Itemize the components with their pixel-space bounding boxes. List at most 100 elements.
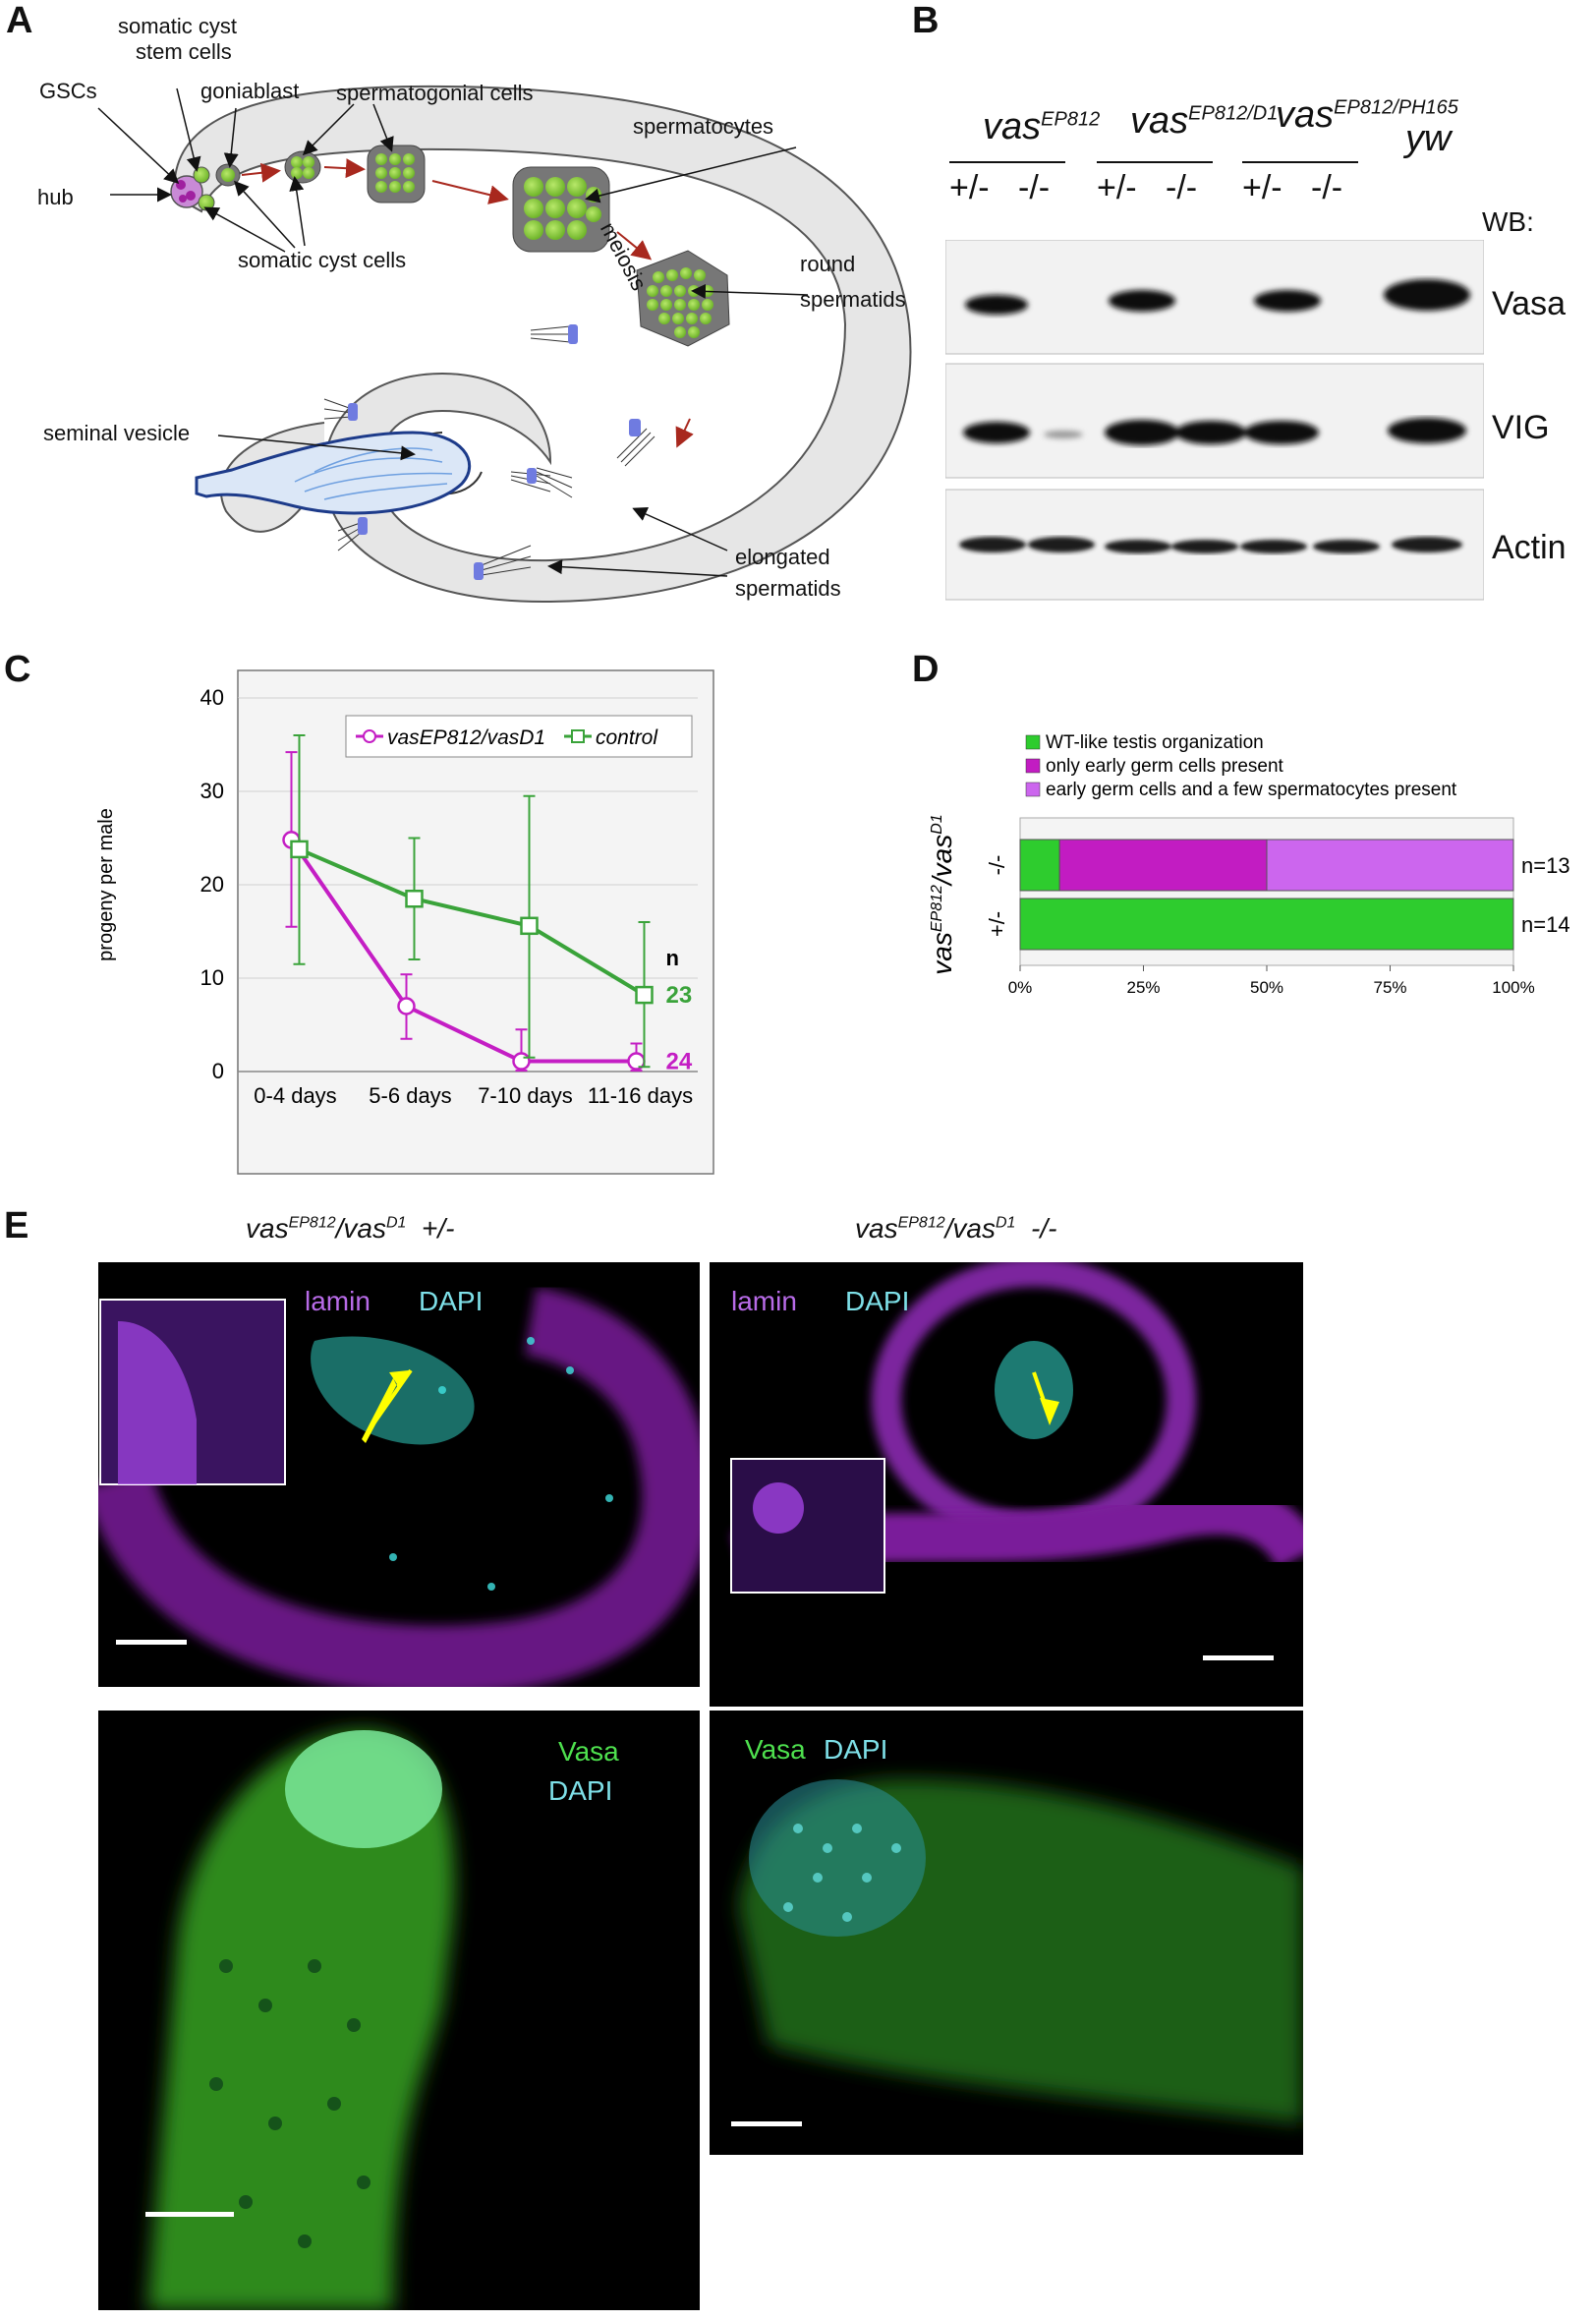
label-hub: hub	[37, 185, 74, 209]
bar-segment	[1058, 839, 1268, 892]
testis-outline	[173, 85, 912, 604]
panel-letter-d: D	[912, 649, 940, 690]
label-spermatogonial: spermatogonial cells	[336, 81, 534, 105]
stain-label-dapi-3: DAPI	[548, 1775, 613, 1806]
bar-segment	[1019, 898, 1514, 951]
lane-label-6: -/-	[1311, 169, 1343, 206]
label-elongated-2: spermatids	[735, 576, 841, 601]
x-tick-label: 0%	[1008, 978, 1033, 997]
progeny-line-chart: 0 10 20 30 40 0-4 days 5-6 days 7-10 days 11-16 …	[95, 669, 714, 1175]
x-tick-label: 5-6 days	[369, 1083, 451, 1108]
y-axis-label: progeny per male	[95, 808, 117, 961]
label-seminal-vesicle: seminal vesicle	[43, 421, 191, 445]
yw-label: yw	[1405, 118, 1452, 159]
legend-label: vasEP812/vasD1	[387, 726, 545, 749]
legend-marker	[363, 729, 376, 743]
label-round-2: spermatids	[800, 287, 906, 312]
stain-label-lamin-2: lamin	[731, 1286, 797, 1316]
data-point	[397, 997, 416, 1015]
data-point	[635, 985, 654, 1005]
micrograph-vasa-dapi-control: Vasa DAPI	[98, 1711, 700, 2310]
blot-headers: vasEP812 vasEP812/D1 vasEP812/PH165 yw +…	[943, 88, 1592, 246]
x-tick-label: 100%	[1492, 978, 1534, 997]
lane-label-4: -/-	[1166, 169, 1198, 206]
x-tick-label: 0-4 days	[254, 1083, 336, 1108]
series-line	[298, 847, 646, 997]
y-tick-label: 40	[200, 685, 224, 710]
y-tick-label: 0	[212, 1059, 224, 1083]
group-label-1: vasEP812	[983, 106, 1101, 147]
micrograph-lamin-dapi-control: lamin DAPI	[98, 1262, 700, 1687]
legend-swatch	[1025, 734, 1041, 750]
lane-label-1: +/-	[949, 169, 990, 206]
x-tick-label: 75%	[1373, 978, 1406, 997]
blot-label-actin: Actin	[1492, 529, 1567, 566]
n-label: n=13	[1521, 853, 1570, 878]
lane-label-3: +/-	[1097, 169, 1137, 206]
y-tick-label: 20	[200, 872, 224, 897]
label-elongated-1: elongated	[735, 545, 830, 569]
testis-stacked-bar-chart: WT-like testis organization only early ge…	[927, 732, 1570, 997]
stain-label-vasa-2: Vasa	[745, 1734, 806, 1765]
bar-segment	[1266, 839, 1514, 892]
label-somatic-cyst-cells: somatic cyst cells	[238, 248, 407, 272]
lane-label-2: -/-	[1018, 169, 1051, 206]
legend-swatch	[1025, 758, 1041, 774]
legend-marker	[571, 729, 585, 743]
panel-letter-e: E	[4, 1205, 29, 1247]
right-genotype-title: vasEP812/vasD1 -/-	[855, 1213, 1057, 1244]
n-header: n	[666, 946, 679, 970]
western-blots	[945, 240, 1484, 601]
n-value: 24	[666, 1049, 693, 1075]
n-label: n=14	[1521, 912, 1570, 937]
bar-segment	[1019, 839, 1060, 892]
series-line	[289, 839, 637, 1064]
legend-swatch	[1025, 782, 1041, 797]
n-value: 23	[666, 982, 693, 1009]
group-underline-2	[1097, 161, 1213, 163]
left-genotype-title: vasEP812/vasD1 +/-	[246, 1213, 455, 1244]
stain-label-vasa: Vasa	[558, 1736, 619, 1767]
legend-label: early germ cells and a few spermatocytes…	[1046, 780, 1457, 800]
group-label-2: vasEP812/D1	[1130, 100, 1279, 142]
data-point	[520, 916, 539, 936]
legend-box	[345, 715, 693, 758]
x-tick-label: 11-16 days	[588, 1083, 693, 1108]
label-round-1: round	[800, 252, 856, 276]
data-point	[405, 890, 424, 908]
category-label: +/-	[985, 911, 1009, 937]
micrograph-vasa-dapi-mutant: Vasa DAPI	[710, 1711, 1303, 2155]
panel-letter-b: B	[912, 0, 940, 41]
group-underline-1	[949, 161, 1065, 163]
panel-letter-c: C	[4, 649, 31, 690]
panel-letter-a: A	[6, 0, 33, 41]
label-spermatocytes: spermatocytes	[633, 114, 774, 139]
group-label-3: vasEP812/PH165	[1276, 94, 1458, 136]
x-tick-label: 50%	[1250, 978, 1283, 997]
lane-label-5: +/-	[1242, 169, 1282, 206]
legend-label: WT-like testis organization	[1046, 732, 1264, 753]
blot-label-vig: VIG	[1492, 409, 1550, 446]
y-tick-label: 10	[200, 965, 224, 990]
stain-label-dapi-2: DAPI	[845, 1286, 910, 1316]
label-somatic-cyst-stem-1: somatic cyst	[118, 14, 238, 38]
x-tick-label: 7-10 days	[478, 1083, 573, 1108]
group-underline-3	[1242, 161, 1358, 163]
stain-label-lamin: lamin	[305, 1286, 370, 1316]
stain-label-dapi-4: DAPI	[824, 1734, 888, 1765]
micrograph-lamin-dapi-mutant: lamin DAPI	[710, 1262, 1303, 1707]
blot-label-vasa: Vasa	[1492, 285, 1566, 322]
chart-legend: vasEP812/vasD1 control	[345, 715, 693, 758]
data-point	[512, 1052, 531, 1071]
label-goniablast: goniablast	[200, 79, 300, 103]
stain-label-dapi: DAPI	[419, 1286, 484, 1316]
wb-label: WB:	[1482, 206, 1534, 237]
label-somatic-cyst-stem-2: stem cells	[136, 39, 232, 64]
label-gscs: GSCs	[39, 79, 97, 103]
legend-label: control	[596, 726, 658, 749]
x-tick-label: 25%	[1126, 978, 1160, 997]
data-point	[290, 840, 309, 859]
y-axis-label: vasEP812/vasD1	[927, 814, 957, 974]
legend-label: only early germ cells present	[1046, 756, 1284, 777]
testis-diagram	[97, 85, 912, 604]
